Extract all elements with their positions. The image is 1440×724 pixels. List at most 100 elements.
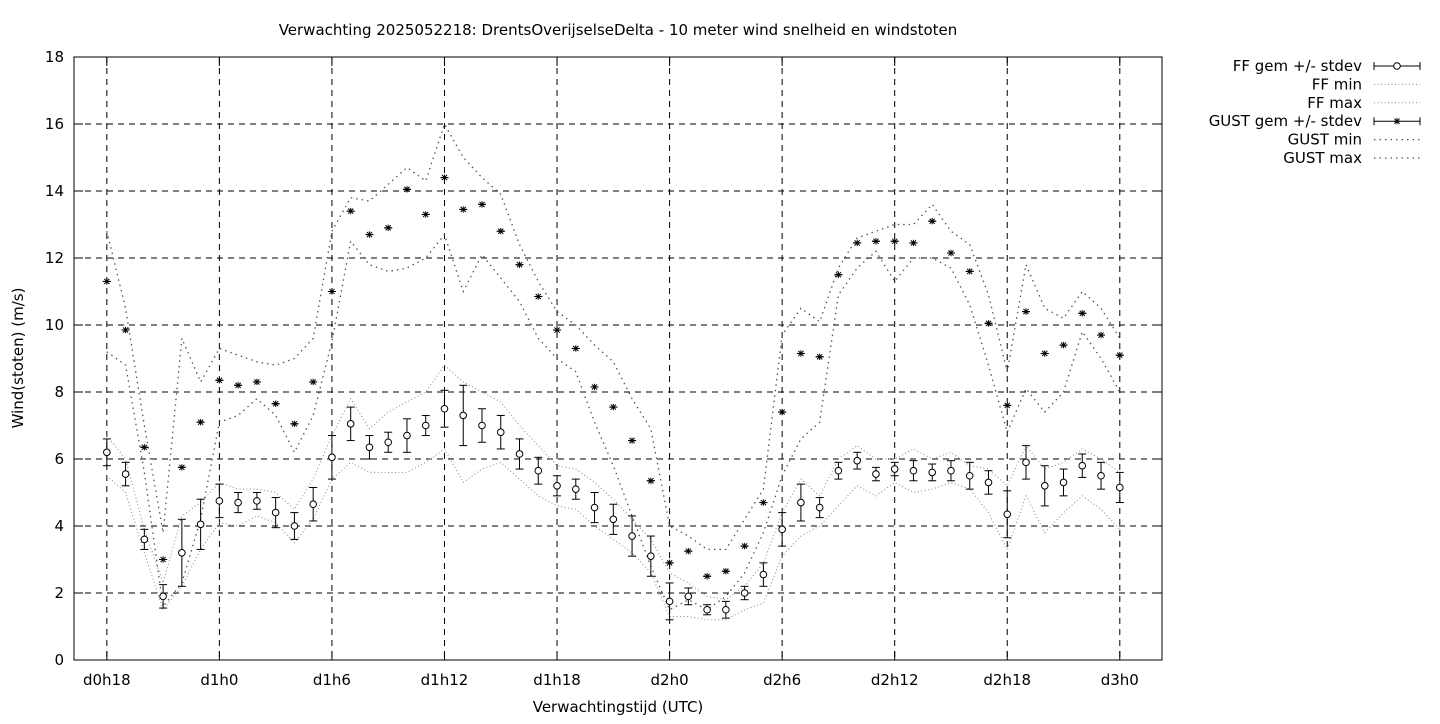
legend-item: GUST max <box>1283 149 1420 167</box>
data-point <box>760 499 767 506</box>
star-stroke <box>741 543 748 550</box>
star-stroke <box>779 409 786 416</box>
data-point <box>366 231 373 238</box>
data-point <box>571 485 580 493</box>
data-point <box>216 377 223 384</box>
y-tick-label: 14 <box>45 182 64 200</box>
star-stroke <box>235 382 242 389</box>
legend-label: GUST min <box>1288 131 1362 149</box>
star-stroke <box>1041 350 1048 357</box>
x-tick-label: d0h18 <box>83 671 131 689</box>
data-point <box>591 383 598 391</box>
data-point <box>816 353 823 361</box>
y-tick-label: 8 <box>54 383 64 401</box>
star-stroke <box>591 384 598 390</box>
star-stroke <box>760 499 767 506</box>
legend-label: FF max <box>1307 94 1362 112</box>
star-stroke <box>122 327 129 333</box>
y-tick-label: 4 <box>54 517 64 535</box>
star-stroke <box>647 477 654 484</box>
y-tick-label: 16 <box>45 115 64 133</box>
star-stroke <box>535 293 542 300</box>
data-point <box>365 443 374 452</box>
data-point <box>1022 308 1030 315</box>
star-stroke <box>1116 352 1123 359</box>
data-point <box>610 403 617 411</box>
star-stroke <box>1004 402 1011 409</box>
data-point <box>159 592 167 601</box>
x-tick-label: d2h18 <box>983 671 1031 689</box>
y-tick-label: 12 <box>45 249 64 267</box>
legend-label: FF min <box>1312 75 1362 93</box>
data-point <box>909 466 918 475</box>
legend-marker <box>1393 62 1401 70</box>
x-tick-label: d2h12 <box>871 671 919 689</box>
data-point <box>553 326 561 334</box>
data-point <box>178 464 186 471</box>
x-tick-label: d2h6 <box>763 671 801 689</box>
data-point <box>703 573 711 580</box>
star-stroke <box>1023 308 1029 315</box>
star-stroke <box>966 268 973 275</box>
star-stroke <box>216 377 223 384</box>
data-point <box>534 466 543 475</box>
star-stroke <box>891 238 898 245</box>
data-point <box>516 261 523 268</box>
data-point <box>984 478 993 487</box>
star-stroke <box>291 420 298 427</box>
data-point <box>141 444 148 451</box>
data-point <box>1022 458 1030 467</box>
data-point <box>778 408 786 416</box>
data-point <box>291 420 298 428</box>
data-point <box>890 465 899 473</box>
legend-item: FF min <box>1312 75 1420 93</box>
data-point <box>929 217 936 225</box>
x-tick-label: d1h0 <box>200 671 238 689</box>
data-point <box>928 468 937 477</box>
star-stroke <box>1098 332 1104 338</box>
data-point <box>122 326 129 334</box>
star-stroke <box>366 231 373 238</box>
data-point <box>703 605 711 614</box>
data-point <box>103 448 111 457</box>
data-point <box>1079 310 1086 317</box>
data-point <box>1040 482 1049 490</box>
x-tick-label: d1h6 <box>313 671 351 689</box>
data-point <box>685 547 692 555</box>
axis-ticks: 0 2 4 6 8 10 12 14 16 18 d0h18 d1h0 d1h6 d1h12 d1h18 d2… <box>45 48 1162 689</box>
star-stroke <box>347 208 354 215</box>
data-point <box>460 206 467 213</box>
data-point <box>722 605 730 614</box>
data-point <box>628 532 636 540</box>
data-point <box>1004 402 1011 409</box>
data-point <box>234 498 242 507</box>
data-point <box>422 211 429 218</box>
y-tick-label: 0 <box>54 651 64 669</box>
data-point <box>553 482 561 490</box>
legend-item: GUST gem +/- stdev <box>1209 112 1421 130</box>
data-point <box>741 542 748 550</box>
data-point <box>140 535 149 544</box>
data-point <box>797 350 805 357</box>
star-stroke <box>910 240 917 246</box>
data-point <box>947 466 955 475</box>
star-stroke <box>722 568 729 575</box>
data-point <box>347 207 354 215</box>
data-point <box>666 559 673 567</box>
data-point <box>441 174 448 181</box>
data-point <box>759 570 768 579</box>
data-point <box>328 453 336 462</box>
star-stroke <box>948 250 954 256</box>
data-point <box>309 500 317 509</box>
legend-label: GUST gem +/- stdev <box>1209 112 1362 130</box>
data-point <box>440 404 449 413</box>
data-point <box>1041 350 1048 357</box>
data-point <box>197 418 204 426</box>
data-point <box>215 497 224 505</box>
chart-title: Verwachting 2025052218: DrentsOverijsels… <box>279 21 958 39</box>
data-point <box>1097 471 1105 480</box>
